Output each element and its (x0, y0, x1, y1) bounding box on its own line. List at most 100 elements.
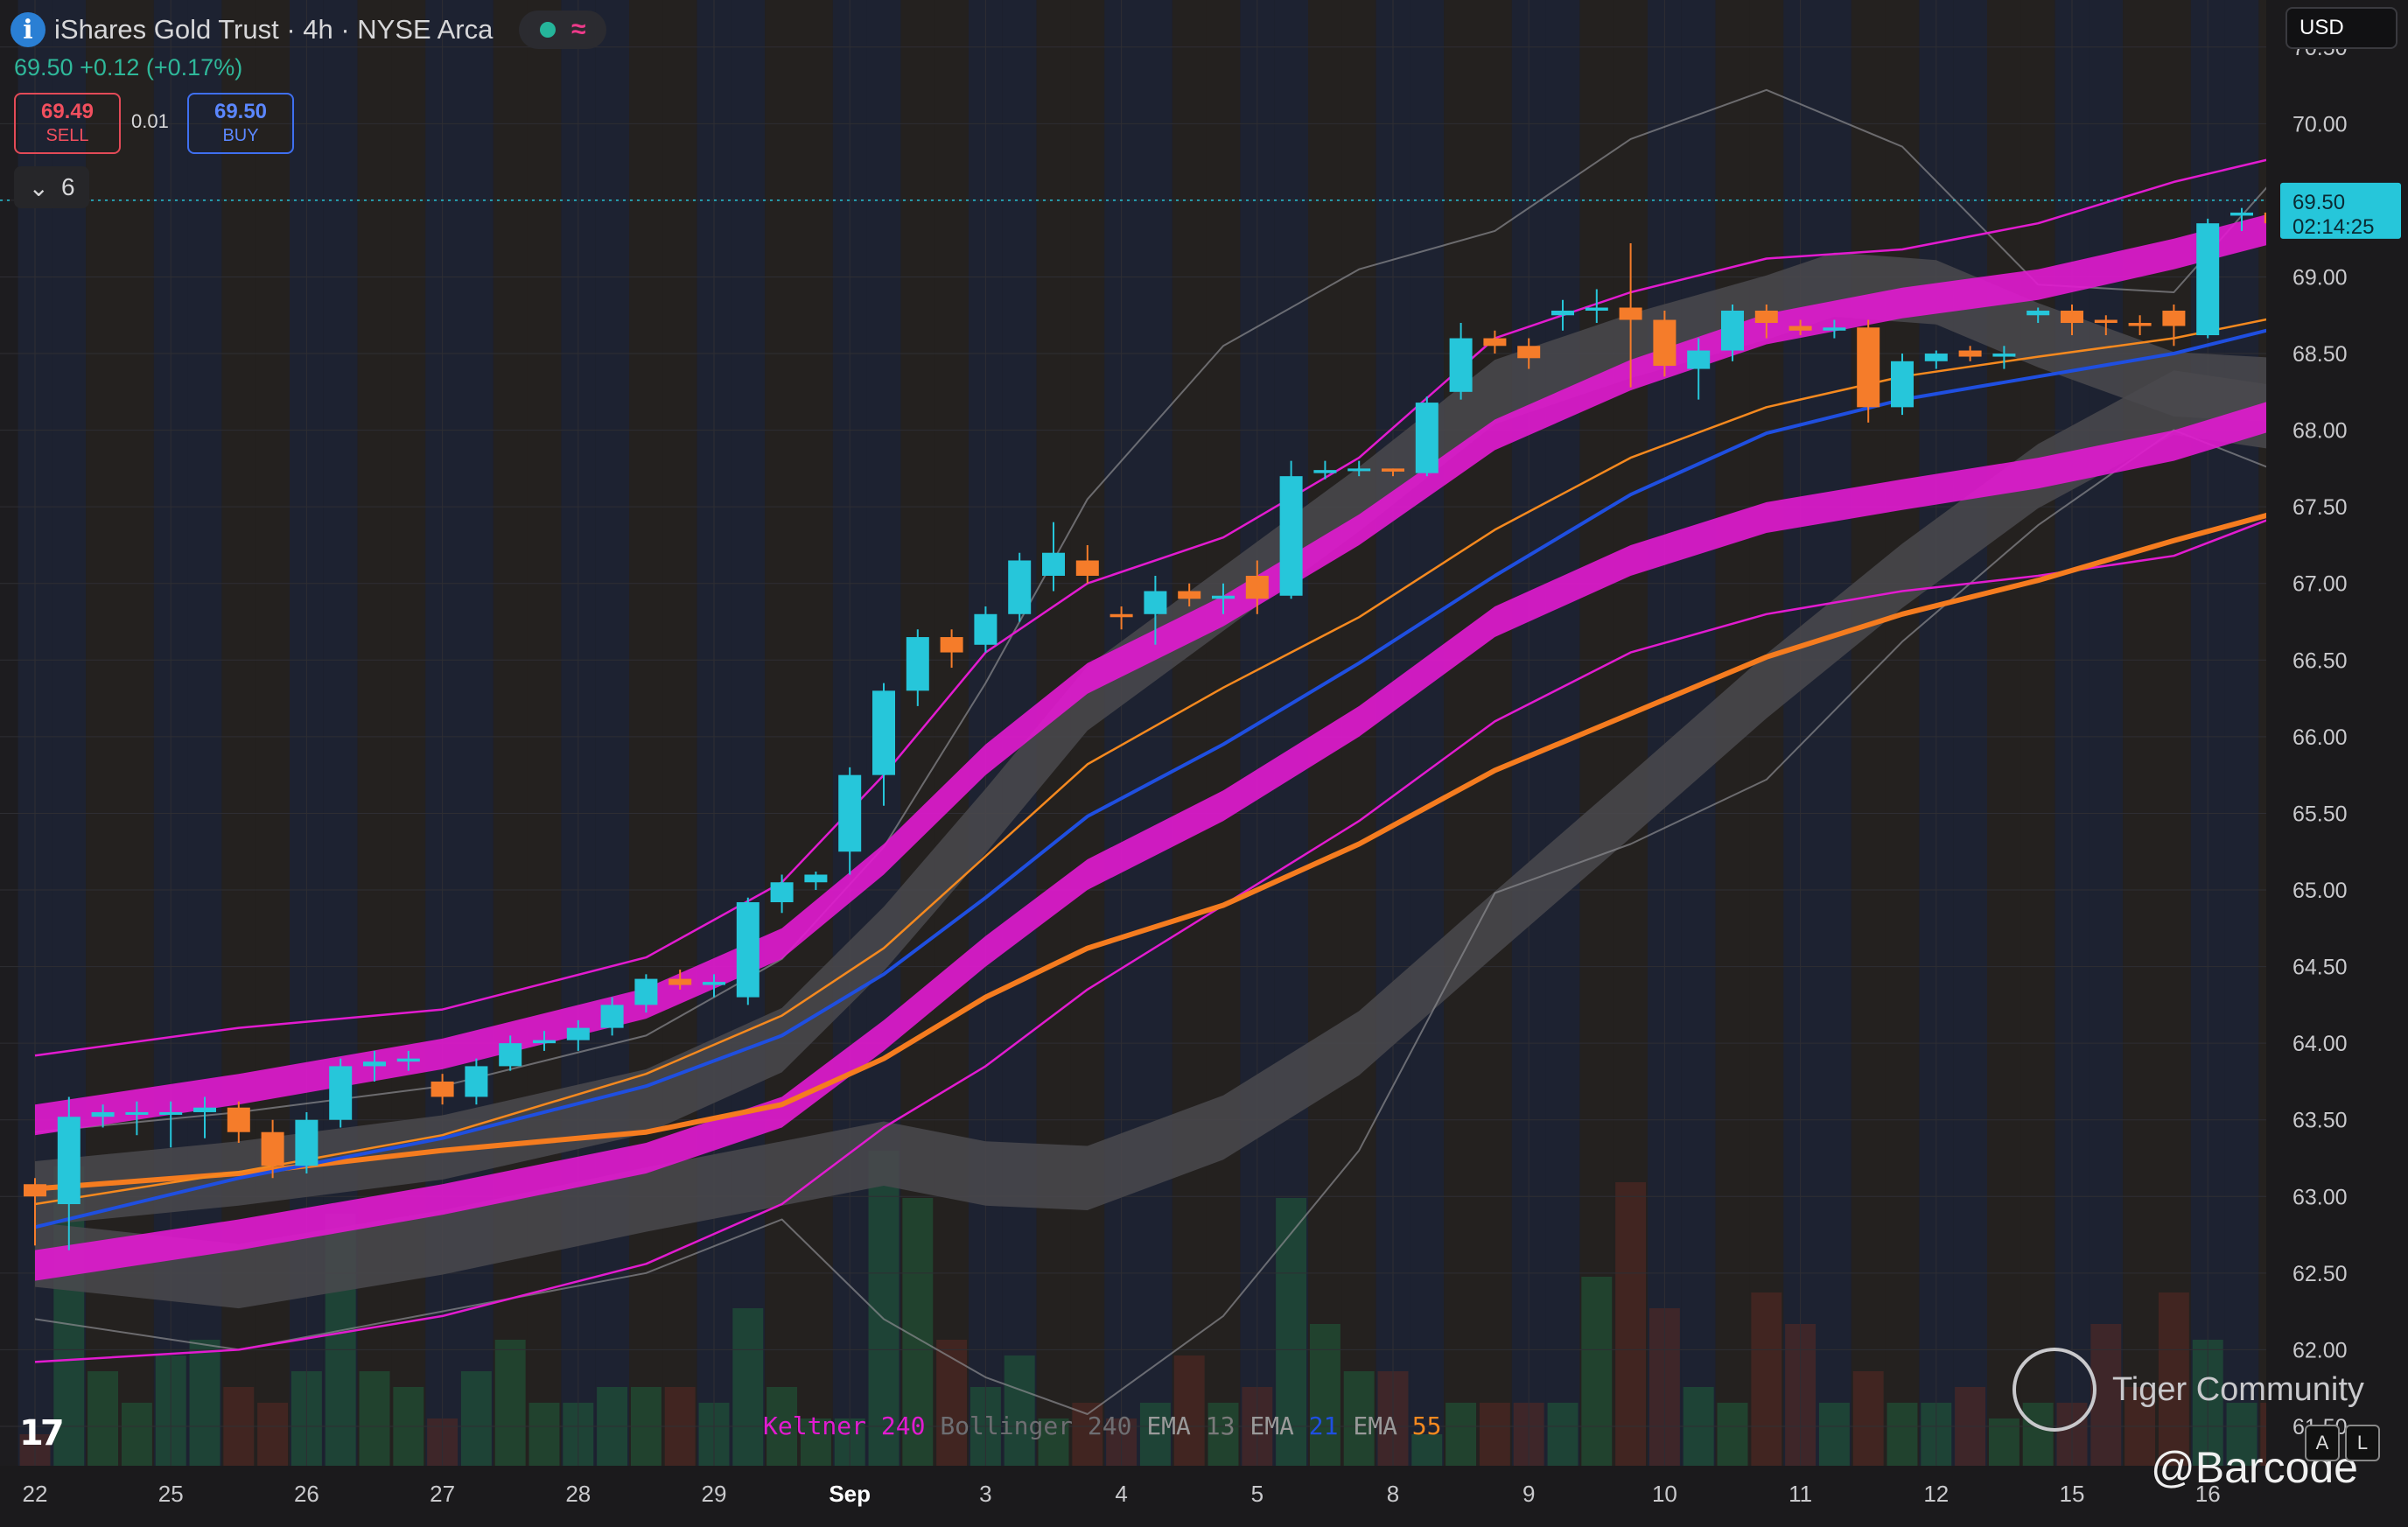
volume-bar (528, 1403, 560, 1466)
candle-body (329, 1066, 353, 1120)
symbol-title[interactable]: iShares Gold Trust · 4h · NYSE Arca (54, 14, 494, 45)
indicator-count: 6 (60, 173, 75, 200)
candle-body (600, 1005, 624, 1028)
session-stripe (1410, 0, 1445, 1466)
candle-body (1144, 591, 1167, 614)
volume-bar (1886, 1403, 1918, 1466)
candle-body (1754, 311, 1778, 324)
legend-ema13[interactable]: EMA (1146, 1411, 1191, 1440)
session-stripe (662, 0, 697, 1466)
bar-countdown: 02:14:25 (2292, 215, 2374, 239)
time-tick-label: 11 (1788, 1481, 1812, 1507)
legend-bollinger[interactable]: Bollinger (940, 1411, 1074, 1440)
candle-body (906, 637, 929, 691)
last-price-label-bg (2280, 182, 2401, 239)
candle-body (1517, 346, 1541, 359)
legend-ema13-len: 13 (1205, 1411, 1236, 1440)
candle-body (2196, 223, 2220, 336)
legend-ema55[interactable]: EMA (1353, 1411, 1397, 1440)
volume-bar (1615, 1182, 1647, 1466)
volume-bar (2158, 1292, 2189, 1466)
volume-bar (1717, 1403, 1748, 1466)
time-tick-label: 28 (565, 1481, 591, 1507)
candle-body (1415, 403, 1438, 473)
volume-bar (1581, 1277, 1613, 1466)
candle-body (1313, 470, 1337, 473)
candle-body (940, 637, 963, 653)
candle-body (363, 1061, 386, 1067)
candle-body (770, 882, 794, 903)
session-stripe (799, 0, 833, 1466)
auto-scale-button[interactable]: A (2305, 1425, 2340, 1461)
time-tick-label: 29 (702, 1481, 727, 1507)
wave-icon: ≈ (571, 15, 586, 44)
indicators-collapse-button[interactable]: ⌄ 6 (14, 166, 89, 208)
session-stripe (629, 0, 663, 1466)
legend-keltner[interactable]: Keltner (763, 1411, 867, 1440)
buy-button[interactable]: 69.50 BUY (187, 93, 294, 154)
symbol-header[interactable]: i iShares Gold Trust · 4h · NYSE Arca ≈ (10, 11, 607, 49)
tradingview-logo-icon[interactable]: 17 (19, 1413, 65, 1453)
currency-selector[interactable]: USD (2286, 7, 2398, 49)
volume-bar (1818, 1403, 1850, 1466)
market-status-pill[interactable]: ≈ (519, 11, 607, 49)
legend-ema21-len: 21 (1308, 1411, 1339, 1440)
candle-body (1585, 307, 1608, 312)
price-tick-label: 63.50 (2292, 1109, 2348, 1133)
time-tick-label: 22 (23, 1481, 48, 1507)
time-tick-label: 9 (1522, 1481, 1535, 1507)
candle-body (1008, 560, 1032, 614)
session-stripe (1953, 0, 1987, 1466)
time-tick-label: 26 (294, 1481, 319, 1507)
time-axis (0, 1466, 2408, 1527)
candle-body (1687, 350, 1711, 369)
session-stripe (1172, 0, 1207, 1466)
time-tick-label: 27 (430, 1481, 455, 1507)
price-tick-label: 65.50 (2292, 802, 2348, 826)
volume-bar (1411, 1434, 1443, 1466)
candle-body (566, 1027, 590, 1040)
candle-body (1245, 575, 1269, 599)
candle-body (1075, 560, 1099, 576)
volume-bar (1446, 1403, 1477, 1466)
candle-body (634, 978, 658, 1005)
candle-body (499, 1043, 522, 1067)
candle-body (838, 774, 862, 852)
sell-button[interactable]: 69.49 SELL (14, 93, 121, 154)
volume-bar (1208, 1403, 1239, 1466)
volume-bar (732, 1308, 764, 1466)
candle-body (668, 978, 692, 985)
candle-body (24, 1184, 46, 1197)
candle-body (125, 1111, 149, 1115)
legend-ema55-len: 55 (1411, 1411, 1442, 1440)
info-icon[interactable]: i (10, 12, 46, 47)
keltner-lower-band (35, 366, 2378, 1281)
candle-body (2230, 212, 2253, 216)
ema13-line (34, 298, 2378, 1206)
candle-body (1958, 350, 1982, 357)
price-tick-label: 64.50 (2292, 956, 2348, 980)
candle-body (430, 1081, 454, 1097)
candle-body (1110, 613, 1133, 618)
candle-body (1348, 468, 1371, 472)
candle-body (533, 1040, 556, 1044)
legend-keltner-len: 240 (880, 1411, 926, 1440)
volume-bar (359, 1371, 390, 1466)
candle-body (1992, 354, 2016, 357)
volume-bar (936, 1340, 968, 1466)
candle-body (974, 613, 998, 645)
bollinger-upper-band (35, 252, 2378, 1226)
indicator-legend: Keltner 240 Bollinger 240 EMA 13 EMA 21 … (763, 1411, 1442, 1440)
legend-ema21[interactable]: EMA (1250, 1411, 1294, 1440)
time-tick-label: 16 (2195, 1481, 2221, 1507)
sell-label: SELL (46, 126, 89, 145)
buy-label: BUY (222, 126, 259, 145)
candle-body (1382, 468, 1404, 472)
price-tick-label: 62.50 (2292, 1262, 2348, 1286)
chevron-down-icon: ⌄ (28, 173, 49, 201)
candle-body (1891, 361, 1914, 408)
session-stripe (1817, 0, 1852, 1466)
log-scale-button[interactable]: L (2345, 1425, 2380, 1461)
legend-bollinger-len: 240 (1087, 1411, 1132, 1440)
